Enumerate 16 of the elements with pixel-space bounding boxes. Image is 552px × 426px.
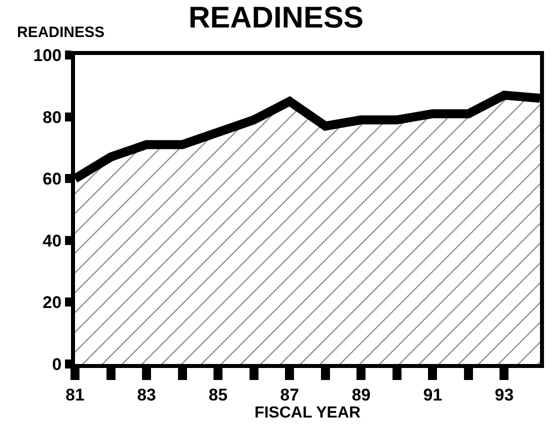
x-tick-label: 93 xyxy=(494,385,514,404)
x-tick-label: 85 xyxy=(208,385,228,404)
chart-title: READINESS xyxy=(188,1,364,34)
y-tick-label: 80 xyxy=(42,108,62,127)
y-tick-label: 40 xyxy=(42,231,62,250)
x-tick-label: 81 xyxy=(66,385,84,404)
y-axis-title: READINESS xyxy=(17,24,105,41)
y-tick-label: 0 xyxy=(52,354,62,374)
y-tick-label: 100 xyxy=(33,46,62,65)
x-tick-label: 89 xyxy=(352,385,371,404)
y-tick-label: 60 xyxy=(42,170,62,189)
y-tick-label: 20 xyxy=(42,293,62,312)
x-tick-label: 87 xyxy=(280,385,300,404)
x-tick-label: 83 xyxy=(137,385,156,404)
x-axis-title: FISCAL YEAR xyxy=(254,404,361,422)
x-tick-label: 91 xyxy=(423,385,442,404)
